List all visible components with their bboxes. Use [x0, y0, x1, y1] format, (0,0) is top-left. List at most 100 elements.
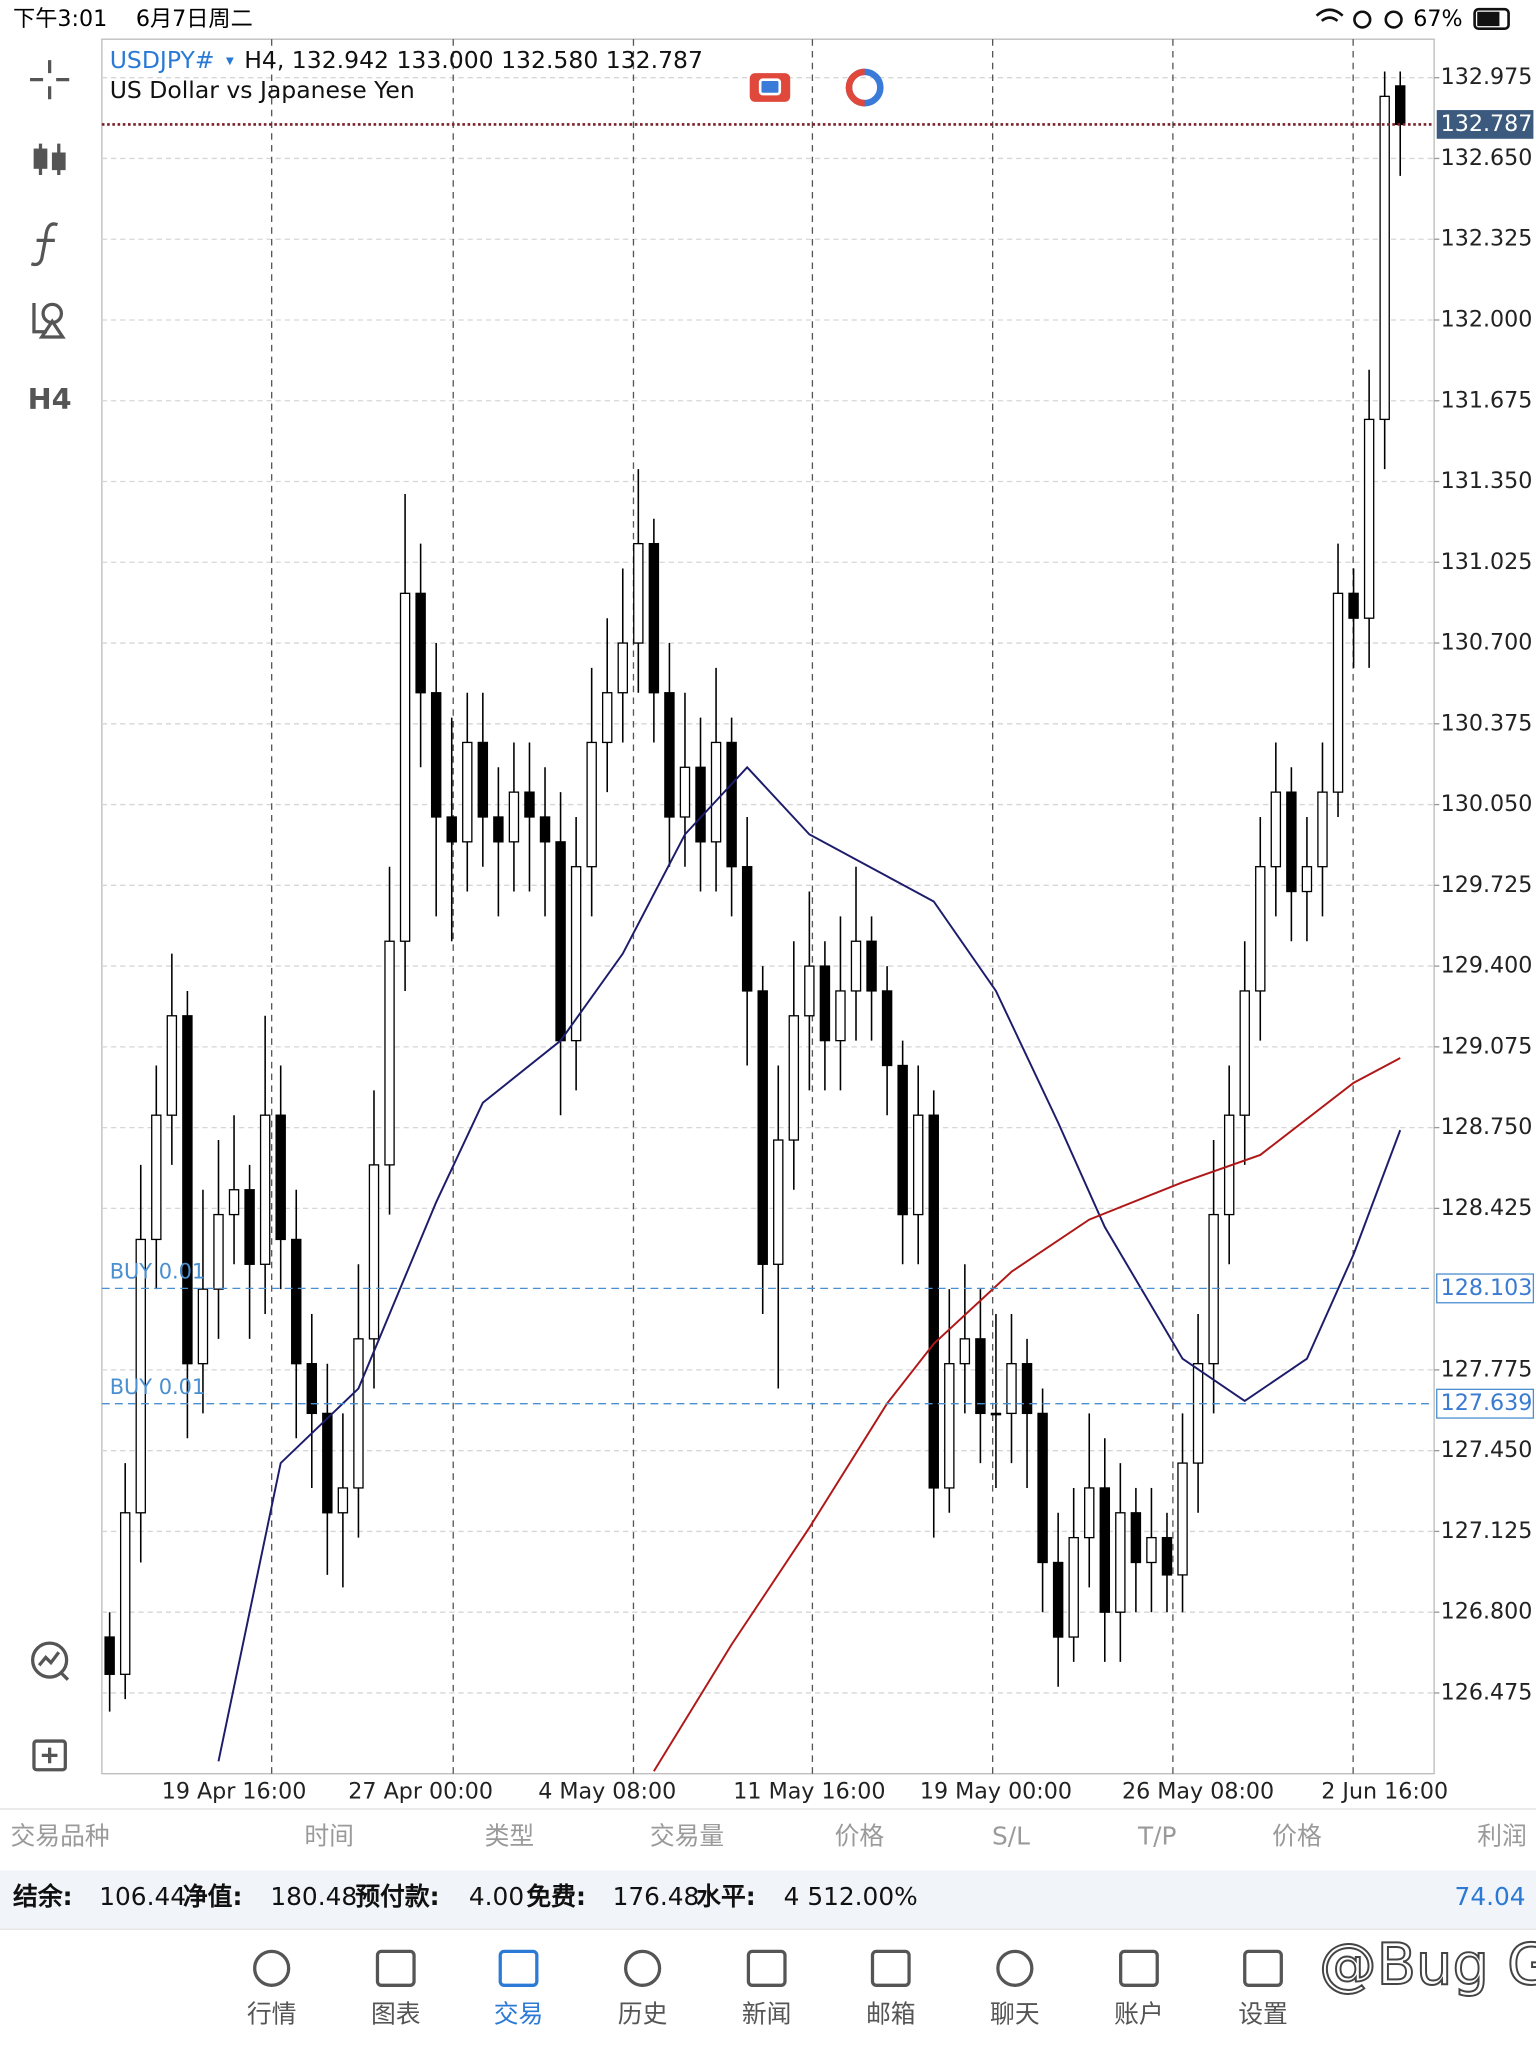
new-order-tool[interactable] [32, 1739, 67, 1772]
nav-icon [996, 1949, 1034, 1987]
order-price-label: 128.103 [1441, 1275, 1533, 1301]
y-tick-label: 130.700 [1441, 630, 1533, 656]
candle-body [773, 1139, 784, 1265]
nav-label: 邮箱 [866, 1999, 916, 2028]
nav-label: 图表 [371, 1999, 421, 2028]
nav-item[interactable]: 设置 [1238, 1949, 1288, 2028]
candle-body [1037, 1412, 1048, 1564]
y-tick-label: 126.800 [1441, 1599, 1533, 1625]
indicator-tool[interactable] [30, 222, 59, 267]
candle-body [804, 965, 815, 1017]
candle-body [586, 741, 597, 868]
candle-body [710, 741, 722, 843]
candle-body [430, 692, 442, 818]
nav-label: 账户 [1114, 1999, 1164, 2028]
candle-body [975, 1338, 986, 1415]
y-tick-label: 132.975 [1441, 64, 1533, 90]
candle-body [539, 816, 551, 843]
account-value: 180.48 [270, 1882, 357, 1911]
candle-body [1317, 791, 1328, 868]
symbol-dropdown[interactable] [225, 57, 234, 66]
trade-table-header: 交易品种 时间 类型 交易量 价格 S/L T/P 价格 利润 [10, 1822, 1526, 1851]
candle-body [399, 592, 411, 942]
candle-body [275, 1114, 286, 1241]
candle-body [897, 1064, 908, 1216]
candle-body [166, 1015, 178, 1116]
candle-body [1239, 990, 1250, 1116]
timeframe-button[interactable]: H4 [28, 382, 72, 416]
clock-icon-half [845, 68, 865, 107]
account-label: 免费: [526, 1882, 586, 1911]
candle-body [866, 940, 877, 992]
status-time: 下午3:01 [13, 6, 107, 32]
symbol[interactable]: USDJPY# [110, 46, 215, 74]
nav-item[interactable]: 图表 [371, 1949, 421, 2028]
candle-body [788, 1015, 800, 1141]
ohlc-info: H4, 132.942 133.000 132.580 132.787 [244, 46, 703, 74]
candle-body [446, 816, 457, 843]
account-label: 净值: [183, 1882, 243, 1911]
candle-body [1301, 866, 1313, 893]
candle-body [1270, 791, 1282, 868]
column-header[interactable]: 时间 [304, 1822, 354, 1851]
column-header[interactable]: S/L [992, 1822, 1030, 1851]
nav-item[interactable]: 历史 [618, 1949, 668, 2028]
account-bar [0, 1870, 1536, 1928]
nav-item[interactable]: 行情 [247, 1949, 297, 2028]
alarm-icon [1353, 10, 1372, 29]
candle-body [384, 940, 395, 1166]
candle-body [819, 965, 831, 1042]
candle-body [182, 1015, 193, 1365]
nav-icon [1243, 1949, 1283, 1987]
price-box [1436, 110, 1534, 139]
chart-settings-tool[interactable] [31, 1641, 69, 1679]
candle-body [726, 741, 737, 868]
column-header[interactable]: 类型 [485, 1822, 535, 1851]
column-header[interactable]: 价格 [835, 1822, 885, 1851]
nav-item[interactable]: 新闻 [742, 1949, 792, 2028]
column-header[interactable]: 利润 [1477, 1822, 1527, 1851]
candle-body [679, 766, 691, 818]
symbol-description: US Dollar vs Japanese Yen [110, 76, 415, 104]
candle-body [197, 1288, 209, 1365]
battery-icon [1473, 7, 1510, 31]
nav-label: 设置 [1238, 1999, 1288, 2028]
moving-average [653, 1057, 1401, 1772]
chart-settings-line [37, 1651, 70, 1681]
column-header[interactable]: T/P [1137, 1822, 1177, 1851]
header-icons[interactable] [749, 68, 884, 107]
candle-body [1052, 1561, 1064, 1638]
order-label: BUY 0.01 [110, 1260, 205, 1284]
candle-body [1146, 1536, 1157, 1564]
account-value: 4.00 [469, 1882, 524, 1911]
candle-body [850, 940, 862, 992]
candle-body [1348, 592, 1359, 619]
candle-body [524, 791, 535, 818]
column-header[interactable]: 交易品种 [10, 1822, 109, 1851]
nav-item[interactable]: 聊天 [990, 1949, 1040, 2028]
nav-icon [746, 1949, 787, 1987]
candle-body [1021, 1363, 1033, 1415]
column-header[interactable]: 价格 [1272, 1822, 1322, 1851]
candle-body [1379, 95, 1390, 421]
nav-item[interactable]: 邮箱 [866, 1949, 916, 2028]
candle-body [213, 1213, 224, 1290]
candle-body [462, 741, 473, 843]
candle-body [1363, 418, 1375, 619]
column-header[interactable]: 交易量 [650, 1822, 724, 1851]
candle-body [617, 642, 628, 694]
nav-item[interactable]: 交易 [494, 1949, 544, 2028]
objects-tool[interactable] [32, 303, 66, 339]
account-label: 结余: [13, 1882, 73, 1911]
candle-body [1084, 1487, 1095, 1539]
nav-icon [870, 1949, 911, 1987]
x-tick-label: 26 May 08:00 [1122, 1779, 1274, 1805]
account-label: 水平: [696, 1882, 756, 1911]
candle-body [757, 990, 768, 1265]
nav-item[interactable]: 账户 [1114, 1949, 1164, 2028]
crosshair-tool[interactable] [30, 60, 70, 100]
profit-total: 74.04 [1455, 1882, 1526, 1911]
candle-body [119, 1512, 131, 1675]
